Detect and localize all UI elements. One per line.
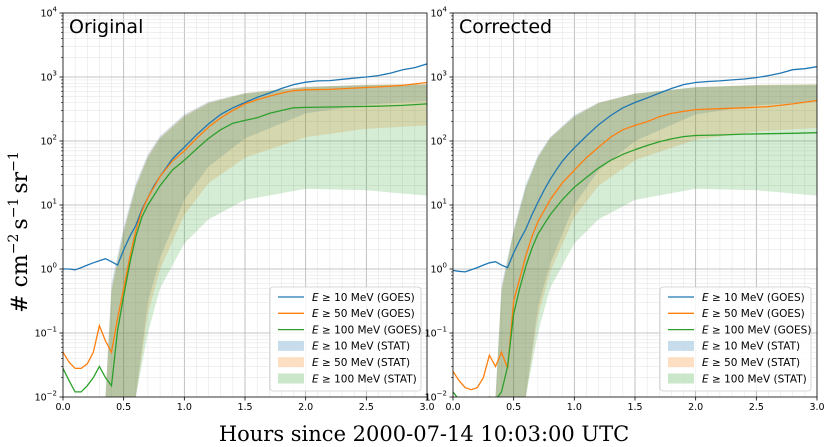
x-tick-label: 1.5 — [237, 402, 252, 413]
y-tick-label: 10−2 — [425, 390, 447, 404]
y-tick-label: 104 — [40, 6, 57, 20]
stat-band-2 — [495, 84, 817, 397]
goes-series-line-0 — [63, 63, 427, 271]
y-tick-label: 100 — [40, 262, 57, 276]
goes-series-line-0 — [453, 66, 817, 273]
y-tick-label: 103 — [430, 70, 447, 84]
legend: E ≥ 10 MeV (GOES) E ≥ 50 MeV (GOES) E ≥ 10… — [269, 286, 422, 392]
legend-swatch-band — [278, 357, 304, 368]
panel-title: Corrected — [459, 16, 552, 38]
stat-band-0 — [495, 85, 817, 397]
x-tick-label: 2.0 — [688, 402, 703, 413]
x-tick-label: 3.0 — [809, 402, 824, 413]
legend-swatch-band — [278, 340, 304, 351]
stat-band-1 — [105, 83, 427, 397]
goes-series-line-1 — [453, 99, 817, 391]
legend-entry-label: E ≥ 100 MeV (GOES) — [312, 324, 421, 336]
legend-entry-label: E ≥ 50 MeV (STAT) — [702, 357, 800, 369]
x-tick-label: 0.5 — [506, 402, 521, 413]
y-tick-label: 10−1 — [425, 326, 447, 340]
stat-band-0 — [105, 84, 427, 397]
legend-swatch-band — [668, 373, 694, 384]
y-tick-label: 101 — [40, 198, 57, 212]
legend-entry-label: E ≥ 50 MeV (GOES) — [702, 308, 805, 320]
y-tick-label: 102 — [40, 134, 57, 148]
legend: E ≥ 10 MeV (GOES) E ≥ 50 MeV (GOES) E ≥ 10… — [659, 286, 812, 392]
x-axis-label: Hours since 2000-07-14 10:03:00 UTC — [219, 422, 629, 446]
panel-title: Original — [69, 16, 143, 38]
legend-entry-label: E ≥ 10 MeV (GOES) — [702, 292, 805, 304]
legend-swatch-band — [278, 373, 304, 384]
legend-swatch-band — [668, 357, 694, 368]
y-axis-label-s: s — [8, 218, 33, 229]
legend-entry-label: E ≥ 10 MeV (STAT) — [702, 341, 800, 353]
x-tick-label: 2.5 — [359, 402, 374, 413]
x-tick-label: 2.5 — [749, 402, 764, 413]
legend-entry-label: E ≥ 100 MeV (STAT) — [312, 373, 417, 385]
y-axis-label-exp-sr: −1 — [6, 151, 22, 172]
plot-area — [63, 63, 427, 397]
stat-band-2 — [105, 84, 427, 397]
x-tick-label: 1.0 — [567, 402, 582, 413]
x-tick-label: 0.5 — [116, 402, 131, 413]
y-tick-label: 103 — [40, 70, 57, 84]
plot-area — [453, 66, 817, 397]
legend-entry-label: E ≥ 100 MeV (STAT) — [702, 373, 807, 385]
y-axis-label-unit: # cm — [8, 254, 33, 313]
goes-series-line-2 — [63, 103, 427, 393]
legend-entry-label: E ≥ 100 MeV (GOES) — [702, 324, 811, 336]
goes-series-line-1 — [63, 81, 427, 370]
y-tick-label: 10−1 — [35, 326, 57, 340]
x-tick-label: 0.0 — [445, 402, 460, 413]
goes-series-line-2 — [453, 132, 817, 397]
legend-entry-label: E ≥ 50 MeV (STAT) — [312, 357, 410, 369]
legend-swatch-band — [668, 340, 694, 351]
legend-entry-label: E ≥ 50 MeV (GOES) — [312, 308, 415, 320]
legend-box — [659, 286, 812, 392]
y-axis-label-exp-cm: −2 — [6, 234, 22, 255]
x-tick-label: 2.0 — [298, 402, 313, 413]
svg-text:# cm−2s−1sr−1: # cm−2s−1sr−1 — [6, 151, 33, 313]
y-axis-label-sr: sr — [8, 171, 33, 193]
x-tick-label: 1.5 — [627, 402, 642, 413]
y-tick-label: 101 — [430, 198, 447, 212]
y-tick-label: 102 — [430, 134, 447, 148]
y-tick-label: 10−2 — [35, 390, 57, 404]
stat-band-1 — [495, 84, 817, 397]
y-tick-label: 100 — [430, 262, 447, 276]
y-axis-label: # cm−2s−1sr−1 — [6, 151, 33, 313]
grid — [453, 13, 817, 397]
legend-entry-label: E ≥ 10 MeV (STAT) — [312, 341, 410, 353]
x-tick-label: 0.0 — [55, 402, 70, 413]
legend-box — [269, 286, 422, 392]
y-axis-label-exp-s: −1 — [6, 198, 22, 219]
panel-original: 0.0 0.5 1.0 1.5 2.0 2.5 3.0 10−2 10−1 100 101 102 10… — [35, 6, 435, 414]
x-tick-label: 3.0 — [419, 402, 434, 413]
x-tick-label: 1.0 — [177, 402, 192, 413]
panel-corrected: 0.0 0.5 1.0 1.5 2.0 2.5 3.0 10−2 10−1 100 101 102 10… — [425, 6, 825, 414]
y-tick-label: 104 — [430, 6, 447, 20]
legend-entry-label: E ≥ 10 MeV (GOES) — [312, 292, 415, 304]
